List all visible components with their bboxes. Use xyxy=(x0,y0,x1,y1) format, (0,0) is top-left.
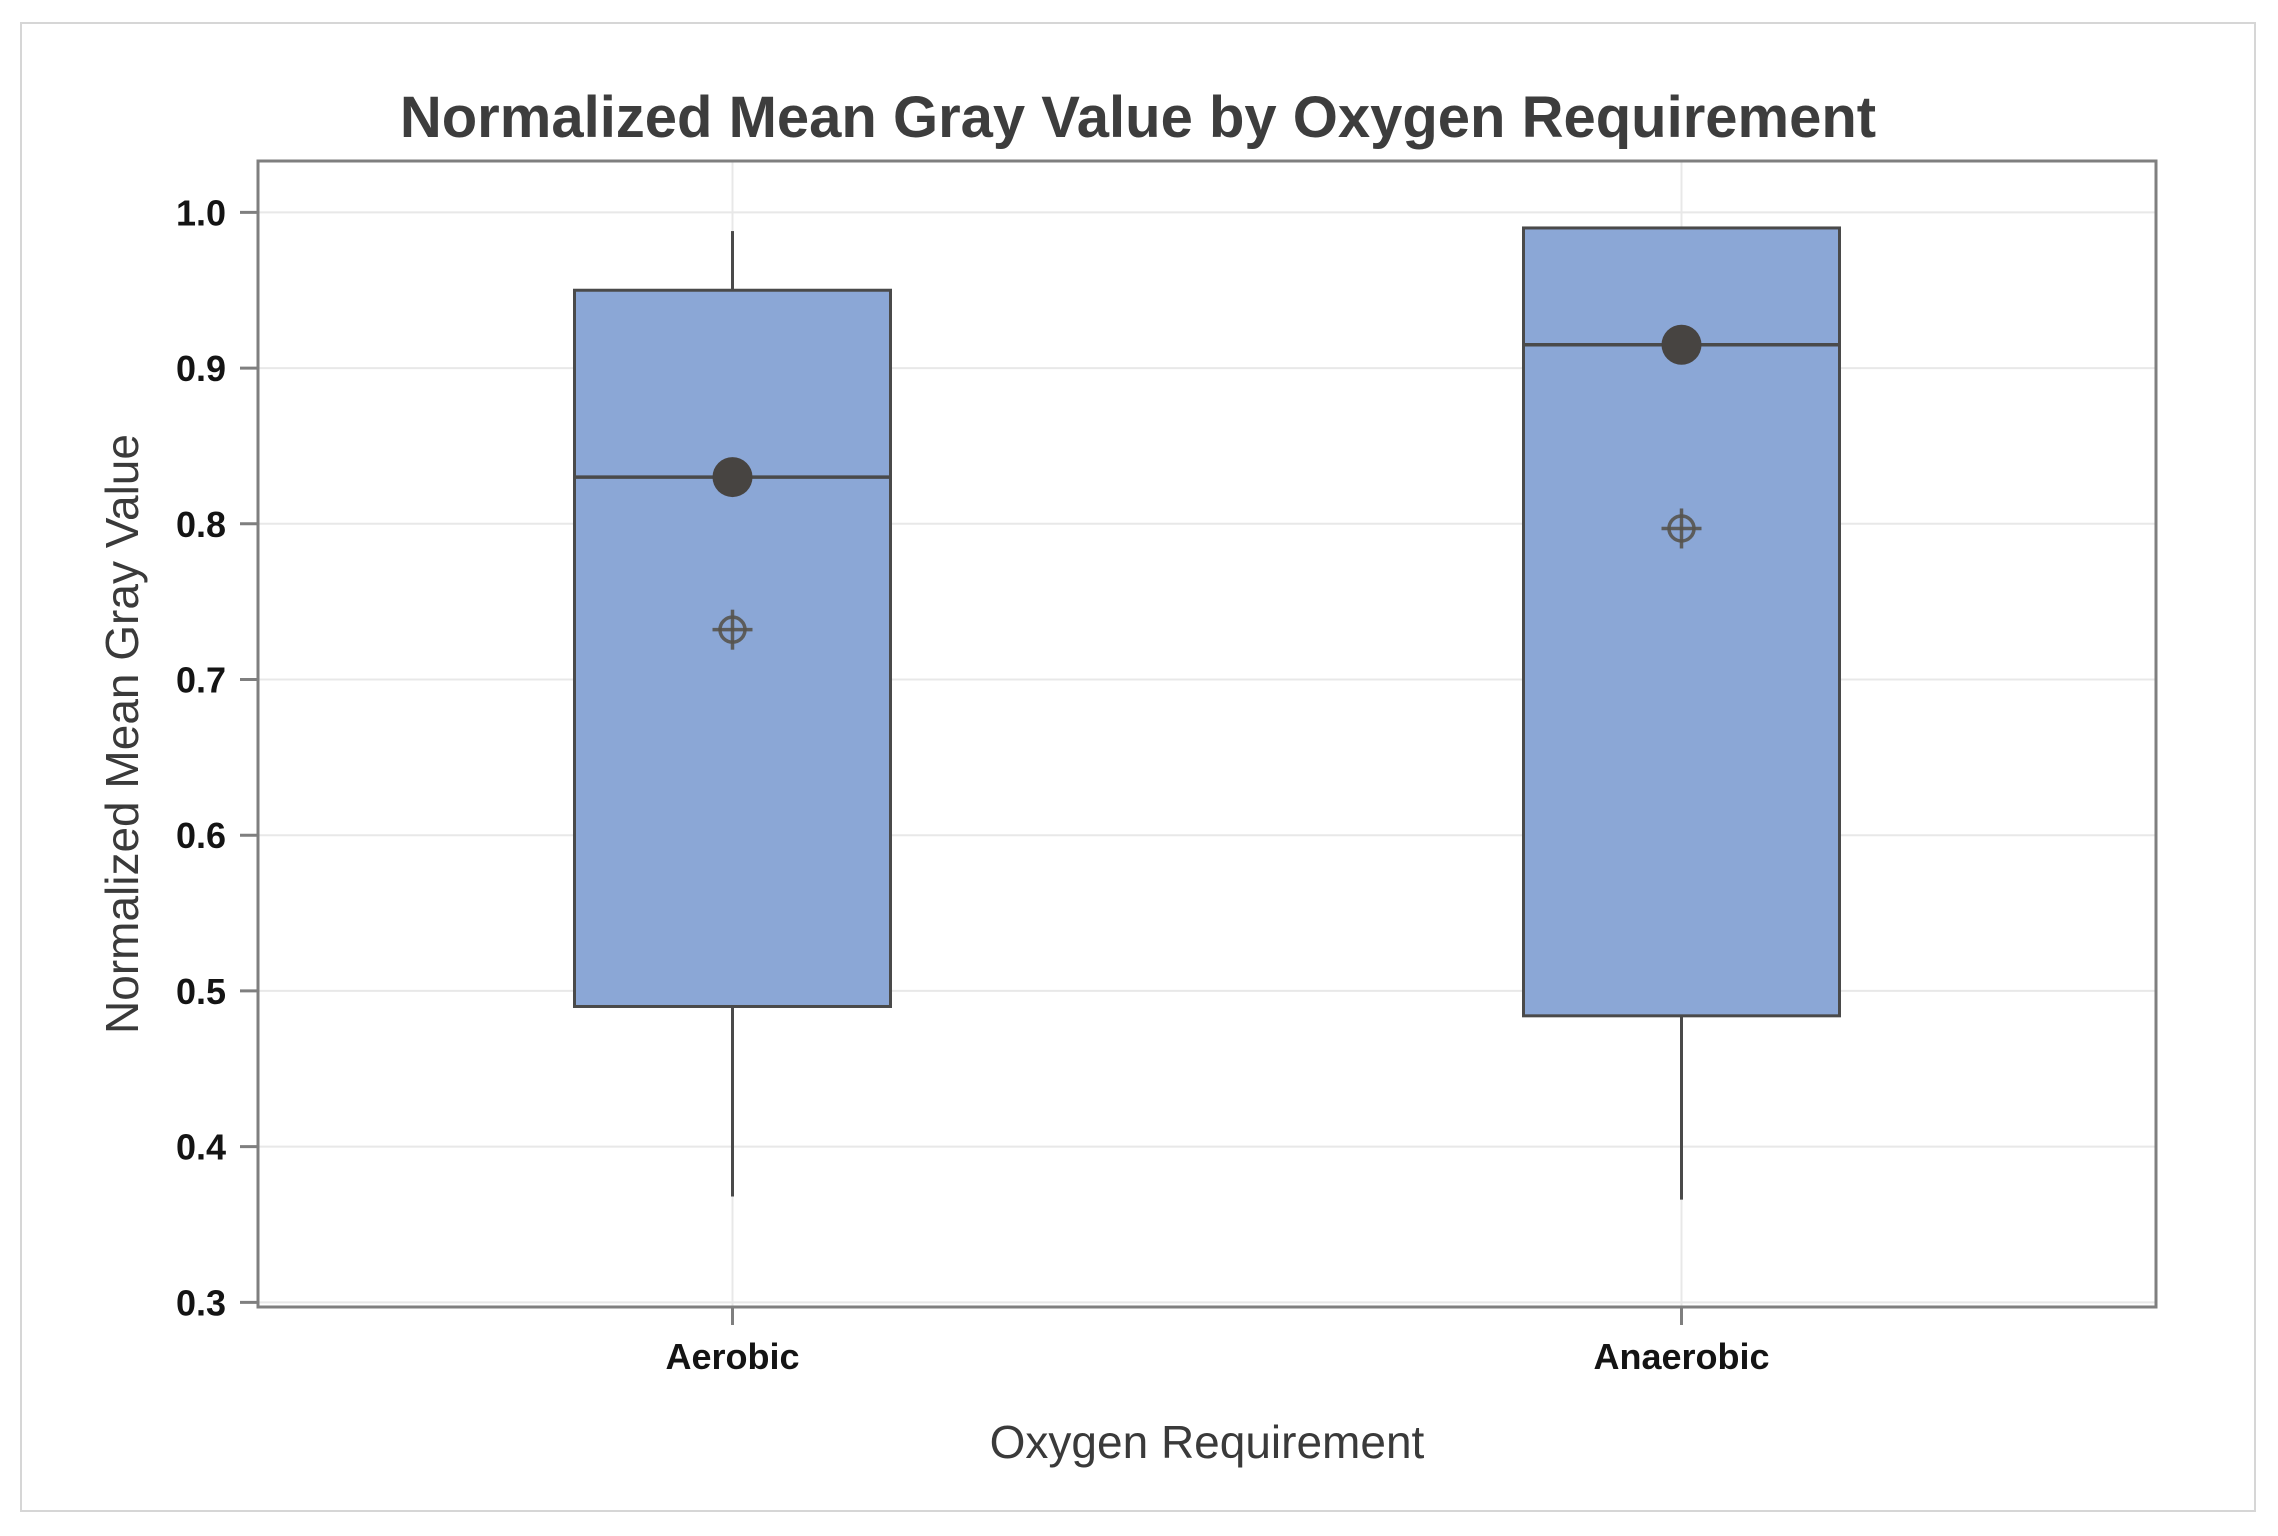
y-tick-label: 0.7 xyxy=(176,660,226,701)
y-tick-label: 0.3 xyxy=(176,1282,226,1323)
chart-card: Normalized Mean Gray Value by Oxygen Req… xyxy=(20,22,2256,1512)
y-tick-label: 0.6 xyxy=(176,815,226,856)
y-tick-label: 0.5 xyxy=(176,971,226,1012)
y-tick-label: 0.8 xyxy=(176,504,226,545)
mean-marker-aerobic xyxy=(712,457,753,498)
mean-marker-anaerobic xyxy=(1661,324,1702,365)
x-tick-label-aerobic: Aerobic xyxy=(665,1336,799,1377)
x-axis-title: Oxygen Requirement xyxy=(990,1416,1425,1468)
y-tick-label: 0.4 xyxy=(176,1127,226,1168)
x-tick-label-anaerobic: Anaerobic xyxy=(1593,1336,1769,1377)
plot-border xyxy=(256,159,2158,1309)
chart-title: Normalized Mean Gray Value by Oxygen Req… xyxy=(399,85,1877,150)
y-tick-label: 1.0 xyxy=(176,192,226,233)
y-axis-title: Normalized Mean Gray Value xyxy=(96,434,148,1034)
y-tick-label: 0.9 xyxy=(176,348,226,389)
